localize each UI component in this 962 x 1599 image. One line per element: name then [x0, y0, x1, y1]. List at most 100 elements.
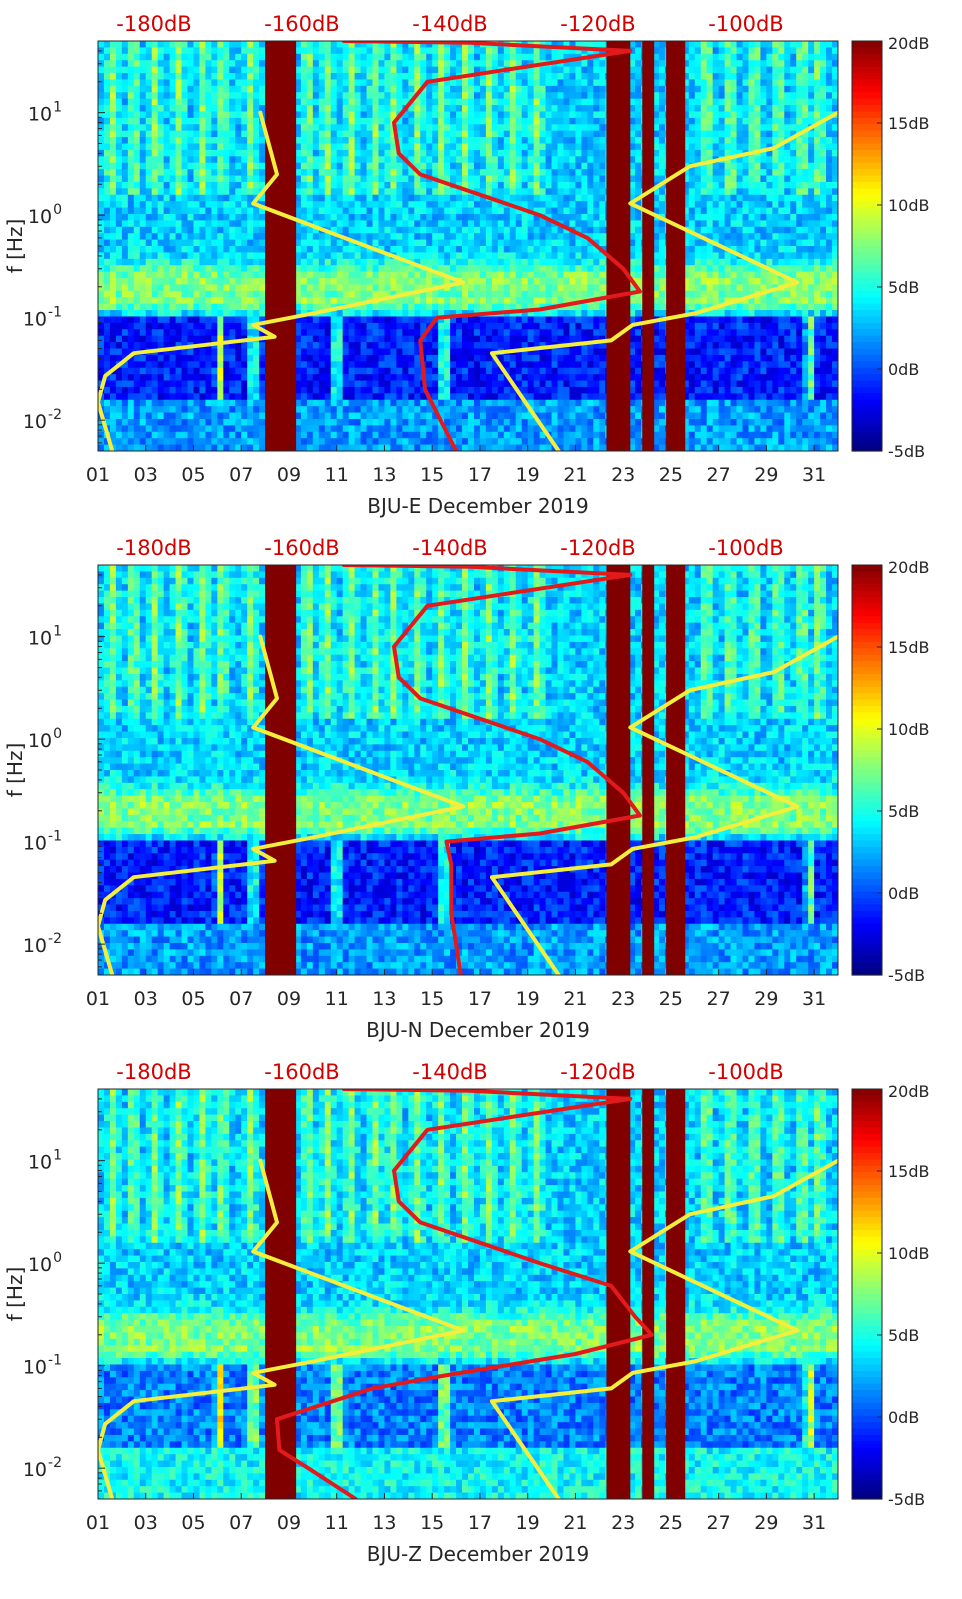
- heatmap-cell: [187, 79, 195, 87]
- heatmap-cell: [491, 98, 499, 106]
- heatmap-cell: [414, 316, 421, 324]
- heatmap-cell: [235, 117, 242, 125]
- heatmap-cell: [360, 290, 368, 298]
- heatmap-cell: [175, 354, 183, 362]
- heatmap-cell: [133, 239, 141, 247]
- heatmap-cell: [217, 137, 224, 145]
- heatmap-cell: [98, 92, 105, 100]
- heatmap-cell: [181, 297, 189, 305]
- heatmap-cell: [223, 329, 230, 337]
- heatmap-cell: [396, 278, 403, 286]
- heatmap-cell: [551, 354, 559, 362]
- heatmap-cell: [306, 252, 314, 260]
- heatmap-cell: [151, 73, 159, 81]
- heatmap-cell: [527, 239, 535, 247]
- heatmap-cell: [294, 175, 302, 183]
- heatmap-cell: [372, 412, 380, 420]
- heatmap-cell: [432, 143, 439, 151]
- heatmap-cell: [151, 92, 159, 100]
- heatmap-cell: [318, 329, 326, 337]
- heatmap-cell: [109, 53, 117, 61]
- heatmap-cell: [253, 66, 260, 74]
- heatmap-cell: [127, 322, 135, 330]
- heatmap-cell: [121, 124, 129, 132]
- heatmap-cell: [306, 194, 314, 202]
- heatmap-cell: [121, 117, 129, 125]
- heatmap-cell: [390, 53, 397, 61]
- heatmap-cell: [348, 265, 356, 273]
- heatmap-cell: [497, 213, 505, 221]
- heatmap-cell: [426, 169, 433, 177]
- heatmap-cell: [133, 290, 141, 298]
- heatmap-cell: [187, 252, 195, 260]
- heatmap-cell: [241, 66, 248, 74]
- heatmap-cell: [539, 342, 547, 350]
- heatmap-cell: [139, 297, 147, 305]
- heatmap-cell: [205, 53, 212, 61]
- heatmap-cell: [121, 98, 129, 106]
- heatmap-cell: [468, 60, 475, 68]
- heatmap-cell: [468, 201, 475, 209]
- heatmap-cell: [503, 444, 511, 451]
- heatmap-cell: [294, 278, 302, 286]
- heatmap-cell: [199, 252, 207, 260]
- heatmap-cell: [133, 181, 141, 189]
- heatmap-cell: [462, 406, 469, 414]
- heatmap-cell: [485, 233, 493, 241]
- heatmap-cell: [503, 354, 511, 362]
- heatmap-cell: [205, 380, 212, 388]
- heatmap-cell: [390, 367, 397, 375]
- heatmap-cell: [157, 85, 165, 93]
- heatmap-cell: [235, 278, 242, 286]
- heatmap-cell: [294, 431, 302, 439]
- heatmap-cell: [312, 143, 320, 151]
- heatmap-cell: [151, 220, 159, 228]
- heatmap-cell: [241, 207, 248, 215]
- heatmap-cell: [545, 162, 553, 170]
- heatmap-cell: [151, 271, 159, 279]
- heatmap-cell: [133, 380, 141, 388]
- heatmap-cell: [187, 66, 195, 74]
- heatmap-cell: [360, 175, 368, 183]
- heatmap-cell: [187, 181, 195, 189]
- heatmap-cell: [300, 239, 308, 247]
- heatmap-cell: [300, 252, 308, 260]
- heatmap-cell: [354, 316, 362, 324]
- heatmap-cell: [241, 367, 248, 375]
- heatmap-cell: [462, 374, 469, 382]
- heatmap-cell: [348, 220, 356, 228]
- heatmap-cell: [497, 117, 505, 125]
- heatmap-cell: [145, 98, 153, 106]
- heatmap-cell: [103, 137, 111, 145]
- heatmap-cell: [217, 47, 224, 55]
- heatmap-cell: [336, 406, 344, 414]
- heatmap-cell: [199, 265, 207, 273]
- heatmap-cell: [121, 386, 129, 394]
- heatmap-cell: [157, 213, 165, 221]
- heatmap-cell: [420, 117, 427, 125]
- heatmap-cell: [557, 271, 565, 279]
- heatmap-cell: [300, 329, 308, 337]
- heatmap-cell: [432, 181, 439, 189]
- heatmap-cell: [163, 226, 171, 234]
- heatmap-cell: [109, 316, 117, 324]
- heatmap-cell: [229, 130, 236, 138]
- heatmap-cell: [211, 162, 218, 170]
- heatmap-cell: [241, 201, 248, 209]
- heatmap-cell: [187, 73, 195, 81]
- heatmap-cell: [414, 297, 421, 305]
- heatmap-cell: [187, 188, 195, 196]
- heatmap-cell: [187, 226, 195, 234]
- heatmap-cell: [515, 181, 523, 189]
- heatmap-cell: [241, 380, 248, 388]
- heatmap-cell: [247, 175, 254, 183]
- heatmap-cell: [539, 239, 547, 247]
- heatmap-cell: [402, 181, 409, 189]
- heatmap-cell: [330, 201, 338, 209]
- heatmap-cell: [187, 438, 195, 446]
- heatmap-cell: [259, 137, 266, 145]
- heatmap-cell: [247, 418, 254, 426]
- heatmap-cell: [205, 194, 212, 202]
- heatmap-cell: [259, 412, 266, 420]
- heatmap-cell: [462, 220, 469, 228]
